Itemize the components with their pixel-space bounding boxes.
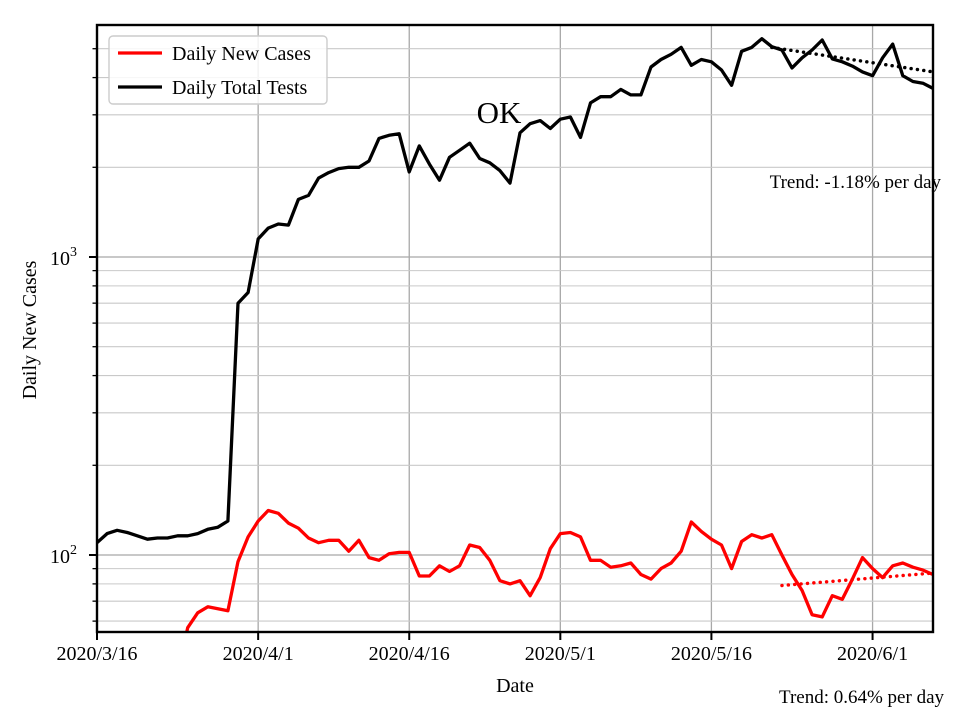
x-axis-label: Date bbox=[496, 675, 534, 697]
y-axis-label: Daily New Cases bbox=[19, 260, 41, 399]
axes-spines bbox=[95, 23, 935, 634]
y-tick-label: 102 bbox=[50, 543, 77, 568]
legend-label: Daily New Cases bbox=[172, 43, 311, 65]
x-tick-label: 2020/5/16 bbox=[671, 643, 752, 665]
x-tick-label: 2020/5/1 bbox=[525, 643, 596, 665]
axis-ticks bbox=[89, 48, 874, 640]
y-tick-label: 103 bbox=[50, 245, 77, 270]
cases-trend-label: Trend: 0.64% per day bbox=[779, 687, 944, 708]
legend: Daily New Cases Daily Total Tests bbox=[108, 35, 328, 105]
x-tick-label: 2020/6/1 bbox=[837, 643, 908, 665]
daily-new-cases-line bbox=[185, 508, 933, 632]
legend-box bbox=[108, 35, 328, 105]
x-tick-label: 2020/4/16 bbox=[369, 643, 450, 665]
x-tick-label: 2020/4/1 bbox=[223, 643, 294, 665]
tests-trend-label: Trend: -1.18% per day bbox=[770, 172, 942, 193]
legend-label: Daily Total Tests bbox=[172, 77, 308, 99]
tests-trend-dotted-line bbox=[770, 45, 933, 74]
x-tick-label: 2020/3/16 bbox=[56, 643, 137, 665]
chart-title: OK bbox=[477, 95, 522, 130]
data-lines bbox=[97, 37, 933, 632]
daily-total-tests-line bbox=[97, 37, 933, 545]
cases-trend-dotted-line bbox=[780, 571, 933, 588]
